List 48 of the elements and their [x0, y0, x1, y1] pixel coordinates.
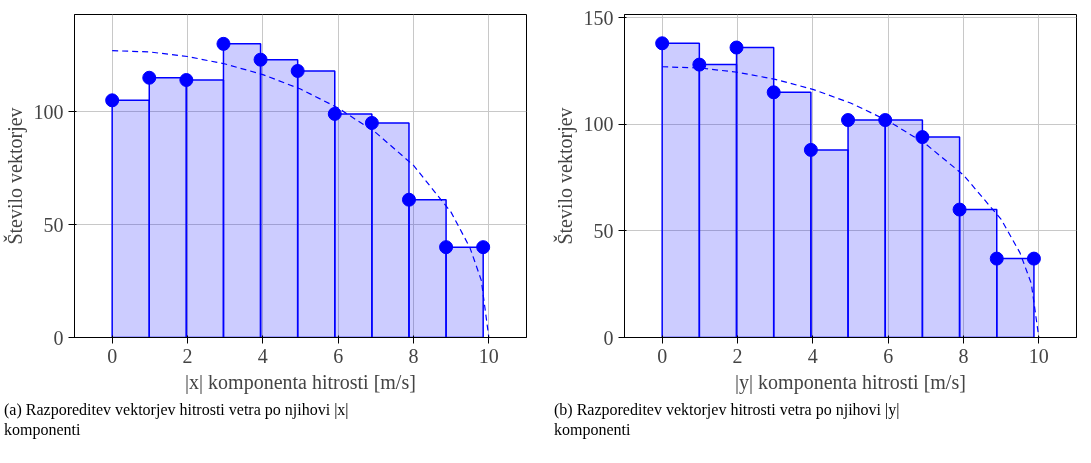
y-tick-label: 150	[583, 6, 614, 29]
point	[364, 115, 379, 130]
point	[841, 113, 856, 128]
point	[1026, 251, 1041, 266]
x-tick-label: 0	[107, 344, 118, 367]
y-axis-title: Število vektorjev	[2, 107, 27, 245]
point	[989, 251, 1004, 266]
x-axis-title: |y| komponenta hitrosti [m/s]	[735, 370, 966, 394]
x-tick-label: 10	[1028, 344, 1049, 367]
point	[253, 52, 268, 67]
point	[655, 36, 670, 51]
x-tick-label: 8	[408, 344, 419, 367]
line-series	[111, 50, 490, 338]
point	[216, 36, 231, 51]
x-tick-label: 2	[182, 344, 193, 367]
point	[439, 240, 454, 255]
y-tick-label: 100	[33, 100, 64, 123]
x-tick-label: 8	[958, 344, 969, 367]
point	[476, 240, 491, 255]
text: (a) Razporeditev vektorjev hitrosti vetra po njihovi |x| komponenti	[4, 400, 350, 440]
x-tick-label: 4	[257, 344, 268, 367]
y-tick-label: 0	[603, 326, 614, 349]
point	[803, 142, 818, 157]
point	[692, 57, 707, 72]
point	[878, 113, 893, 128]
point	[142, 70, 157, 85]
x-tick-label: 6	[883, 344, 894, 367]
y-tick-label: 0	[53, 326, 64, 349]
point	[401, 192, 416, 207]
point	[327, 106, 342, 121]
x-tick-label: 4	[807, 344, 818, 367]
y-tick-label: 50	[43, 213, 64, 236]
x-tick-label: 6	[333, 344, 344, 367]
y-tick-label: 100	[583, 113, 614, 136]
x-tick-label: 2	[732, 344, 743, 367]
point	[179, 73, 194, 87]
x-tick-label: 0	[657, 344, 668, 367]
point	[729, 40, 744, 55]
y-axis-title: Število vektorjev	[552, 107, 577, 245]
point	[290, 63, 305, 78]
point	[915, 130, 930, 145]
point	[952, 202, 967, 217]
point	[766, 85, 781, 100]
x-axis-title: |x| komponenta hitrosti [m/s]	[185, 370, 416, 394]
text: (b) Razporeditev vektorjev hitrosti vetra po njihovi |y| komponenti	[554, 400, 901, 440]
y-tick-label: 50	[593, 219, 614, 242]
point	[105, 93, 120, 108]
x-tick-label: 10	[478, 344, 499, 367]
